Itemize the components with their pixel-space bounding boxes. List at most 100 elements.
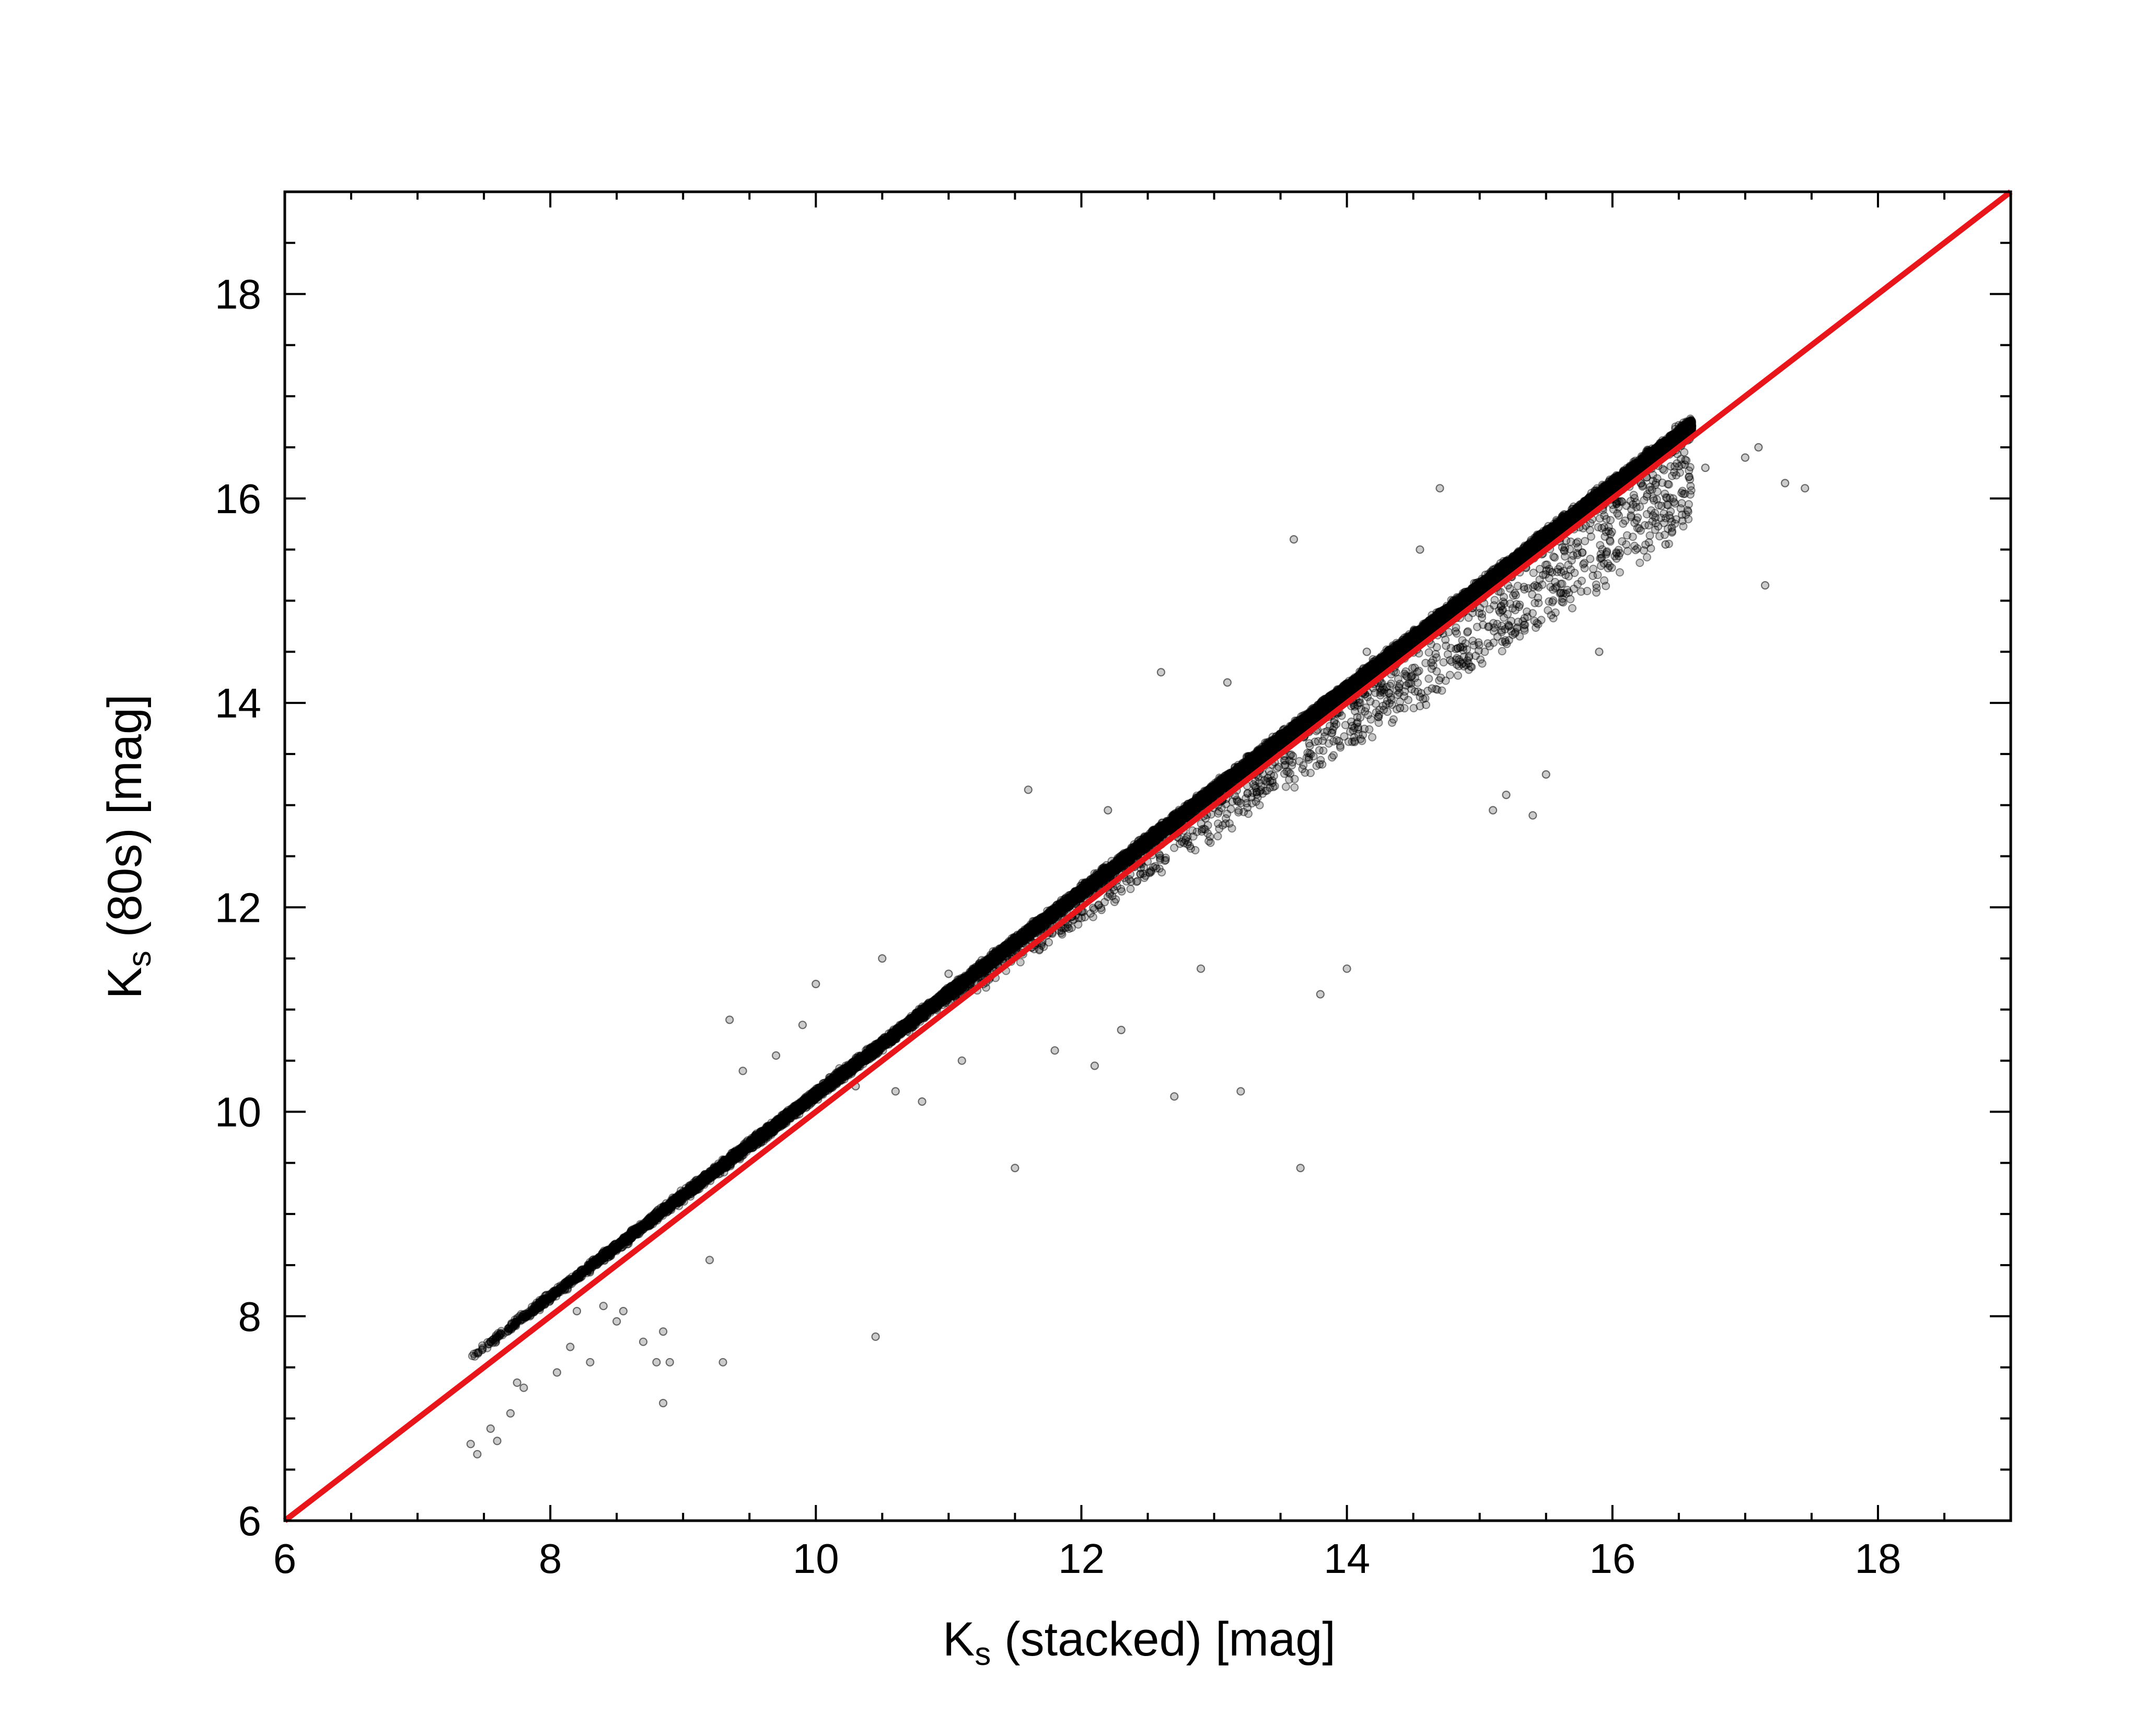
data-point: [873, 1045, 882, 1054]
data-point: [1423, 620, 1432, 629]
data-point: [1619, 474, 1628, 483]
data-point: [1419, 629, 1428, 638]
data-point: [1477, 580, 1486, 588]
data-point: [1475, 585, 1483, 594]
data-point: [1054, 904, 1063, 912]
data-point: [1687, 426, 1696, 435]
data-point: [1247, 758, 1255, 767]
data-point: [1514, 549, 1523, 558]
data-point: [1035, 946, 1044, 955]
data-point: [956, 980, 965, 989]
data-point: [1494, 566, 1503, 575]
data-point: [759, 1132, 768, 1141]
data-point: [1620, 473, 1629, 482]
data-point: [1064, 897, 1073, 906]
data-point: [1431, 685, 1440, 693]
data-point: [1301, 720, 1309, 728]
data-point: [1268, 745, 1277, 753]
data-point: [1663, 438, 1671, 447]
data-point: [1247, 760, 1256, 768]
data-point: [547, 1292, 555, 1301]
data-point: [1406, 636, 1415, 645]
data-point: [1496, 570, 1505, 579]
data-point: [1092, 879, 1100, 887]
data-point: [1589, 491, 1597, 500]
data-point: [784, 1112, 793, 1120]
data-point: [1484, 570, 1493, 578]
data-point: [1678, 427, 1687, 436]
data-point: [1548, 528, 1557, 537]
data-point: [836, 1077, 844, 1085]
data-point: [1651, 451, 1660, 460]
data-point: [573, 1272, 582, 1280]
data-point: [630, 1229, 639, 1238]
data-point: [1015, 936, 1024, 944]
data-point: [1358, 676, 1366, 685]
data-point: [1354, 676, 1362, 685]
data-point: [1424, 648, 1433, 657]
data-point: [1325, 699, 1334, 708]
data-point: [1317, 701, 1326, 710]
data-point: [1264, 739, 1272, 748]
data-point: [1132, 846, 1141, 855]
data-point: [1407, 635, 1416, 644]
data-point: [891, 1032, 900, 1041]
data-point: [1647, 453, 1655, 462]
data-point: [1684, 427, 1693, 436]
data-point: [1000, 950, 1009, 958]
data-point: [604, 1246, 612, 1255]
data-point: [1568, 604, 1577, 612]
data-point: [1215, 788, 1224, 796]
data-point: [1371, 663, 1380, 672]
data-point: [1385, 653, 1394, 662]
data-point: [1474, 585, 1482, 594]
data-point: [706, 1167, 715, 1176]
data-point: [702, 1173, 711, 1182]
data-point: [1065, 896, 1074, 905]
data-point: [1119, 857, 1128, 866]
data-point: [1365, 667, 1374, 676]
data-point: [1253, 752, 1261, 761]
data-point: [1633, 462, 1642, 471]
data-point: [1597, 485, 1606, 494]
data-point: [1675, 432, 1684, 441]
data-point: [725, 1154, 734, 1163]
data-point: [1538, 535, 1547, 543]
data-point: [1472, 584, 1481, 593]
data-point: [1454, 601, 1463, 610]
data-point: [1093, 878, 1102, 887]
data-point: [1602, 515, 1611, 524]
data-point: [1558, 518, 1567, 527]
data-point: [1290, 783, 1299, 792]
data-point: [1368, 733, 1377, 742]
data-point: [1419, 625, 1428, 634]
data-point: [1156, 828, 1165, 837]
scatter-points: [466, 414, 1810, 1458]
data-point: [1055, 902, 1064, 911]
data-point: [1506, 562, 1515, 571]
data-point: [1434, 619, 1443, 628]
data-point: [1033, 923, 1041, 932]
data-point: [1115, 859, 1123, 868]
data-point: [1370, 667, 1378, 676]
data-point: [1471, 588, 1480, 597]
data-point: [1077, 884, 1086, 893]
data-point: [1387, 650, 1396, 659]
data-point: [577, 1269, 586, 1278]
data-point: [1177, 811, 1186, 820]
data-point: [1224, 773, 1233, 782]
data-point: [1378, 701, 1387, 710]
data-point: [1463, 645, 1471, 654]
data-point: [1378, 659, 1387, 668]
data-point: [1225, 771, 1234, 780]
data-point: [1344, 683, 1353, 692]
data-point: [610, 1245, 619, 1254]
data-point: [1211, 788, 1220, 796]
data-point: [1669, 439, 1678, 448]
data-point: [1063, 898, 1072, 907]
data-point: [1578, 504, 1586, 513]
data-point: [1584, 500, 1593, 508]
data-point: [1199, 794, 1208, 803]
data-point: [1681, 425, 1690, 434]
